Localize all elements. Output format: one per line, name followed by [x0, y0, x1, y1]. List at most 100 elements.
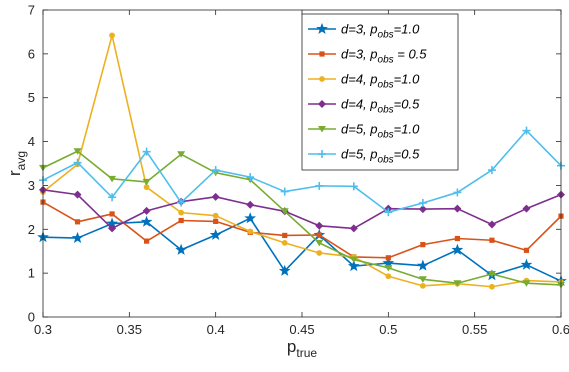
- data-point-0-9: [347, 259, 360, 272]
- series-line-5: [42, 129, 562, 213]
- data-point-5-4: [177, 198, 186, 207]
- data-point-1-7: [282, 232, 288, 239]
- data-point-5-12: [453, 188, 462, 197]
- data-point-5-9: [349, 182, 358, 191]
- data-point-5-1: [73, 158, 82, 167]
- series-line-1: [42, 201, 562, 259]
- data-point-1-8: [316, 232, 322, 238]
- data-point-2-2: [109, 32, 115, 39]
- x-tick-label-2: 0.4: [207, 322, 225, 337]
- data-point-0-3: [140, 215, 153, 227]
- y-tick-label-3: 3: [28, 178, 35, 193]
- x-axis-label: ptrue: [287, 337, 317, 360]
- data-point-1-12: [454, 235, 460, 242]
- data-point-3-2: [108, 224, 117, 233]
- series-3: [39, 185, 565, 233]
- data-point-4-7: [280, 208, 289, 215]
- data-point-3-1: [73, 190, 82, 199]
- legend-marker-4: [318, 126, 326, 133]
- data-point-1-13: [489, 237, 495, 243]
- x-axis-label-main: p: [287, 337, 296, 356]
- legend-entry-2: d=4, pobs=1.0: [308, 72, 420, 91]
- series-5: [39, 126, 565, 217]
- data-point-2-10: [385, 273, 392, 280]
- legend: d=3, pobs=1.0 d=3, pobs = 0.5 d=4, pobs=1.…: [301, 13, 459, 171]
- series-layer: [37, 32, 567, 290]
- y-axis-label-sub: avg: [14, 151, 28, 170]
- data-point-3-5: [211, 192, 220, 201]
- data-point-5-5: [211, 166, 220, 175]
- legend-label-1: d=3, pobs = 0.5: [341, 47, 427, 66]
- data-point-2-4: [178, 209, 185, 216]
- data-point-1-11: [420, 242, 426, 248]
- data-point-2-8: [316, 250, 323, 256]
- data-point-4-9: [349, 256, 358, 264]
- data-point-4-3: [142, 178, 151, 186]
- data-point-4-12: [453, 280, 462, 287]
- data-point-3-3: [142, 206, 151, 215]
- data-point-0-1: [71, 231, 84, 244]
- data-point-1-10: [385, 255, 391, 261]
- data-point-2-5: [212, 212, 219, 219]
- data-point-5-14: [522, 126, 531, 135]
- series-line-0: [42, 217, 562, 282]
- series-0: [37, 212, 567, 287]
- y-axis-label: ravg: [5, 151, 28, 176]
- data-point-1-3: [144, 238, 150, 244]
- data-point-2-6: [247, 228, 254, 235]
- y-tick-label-6: 6: [28, 46, 35, 61]
- data-point-5-8: [315, 181, 324, 190]
- data-point-3-8: [315, 221, 324, 230]
- data-point-0-11: [417, 259, 429, 271]
- data-point-5-7: [280, 187, 289, 196]
- data-point-0-14: [520, 258, 533, 270]
- data-point-3-14: [522, 204, 531, 213]
- x-tick-label-4: 0.5: [379, 322, 397, 337]
- data-point-3-11: [418, 205, 427, 214]
- legend-entry-5: d=5, pobs=0.5: [308, 147, 420, 166]
- data-point-3-9: [349, 224, 358, 233]
- data-point-1-14: [523, 247, 530, 253]
- legend-marker-3: [318, 100, 326, 108]
- data-point-1-5: [213, 218, 219, 224]
- x-tick-label-0: 0.3: [34, 322, 52, 337]
- legend-marker-2: [319, 76, 325, 82]
- legend-label-4: d=5, pobs=1.0: [341, 122, 420, 141]
- data-point-5-13: [487, 166, 496, 175]
- data-point-2-13: [489, 283, 495, 290]
- data-point-4-11: [418, 276, 427, 283]
- legend-marker-5: [318, 150, 326, 158]
- y-tick-label-5: 5: [28, 90, 35, 105]
- axes-layer: 0.3 0.35 0.4 0.45 0.5 0.55 0.6 0 1 2 3 4 5 6 7: [28, 3, 569, 338]
- data-point-2-7: [281, 239, 288, 246]
- y-axis-label-main: r: [5, 170, 24, 176]
- legend-entry-1: d=3, pobs = 0.5: [308, 47, 427, 66]
- data-point-4-8: [315, 239, 324, 247]
- legend-label-0: d=3, pobs=1.0: [341, 22, 420, 41]
- x-axis-label-sub: true: [296, 346, 317, 360]
- legend-entry-4: d=5, pobs=1.0: [308, 122, 420, 141]
- data-point-1-4: [178, 217, 184, 224]
- data-point-0-12: [451, 243, 464, 255]
- legend-marker-0: [316, 22, 328, 34]
- x-tick-label-3: 0.45: [289, 322, 314, 337]
- data-point-4-1: [73, 148, 82, 155]
- legend-entry-3: d=4, pobs=0.5: [308, 97, 420, 116]
- y-tick-label-7: 7: [28, 3, 35, 18]
- data-point-4-4: [177, 151, 186, 158]
- data-point-0-4: [175, 243, 187, 255]
- data-point-5-3: [142, 147, 151, 156]
- y-tick-label-0: 0: [28, 310, 35, 325]
- legend-label-3: d=4, pobs=0.5: [341, 97, 420, 116]
- data-point-4-13: [487, 271, 496, 278]
- data-point-5-11: [418, 198, 427, 207]
- data-point-4-10: [384, 264, 393, 272]
- series-line-3: [42, 189, 562, 230]
- data-point-1-1: [74, 219, 81, 225]
- legend-label-2: d=4, pobs=1.0: [341, 72, 420, 91]
- axis-labels: ptrue ravg: [5, 151, 317, 360]
- x-tick-label-1: 0.35: [117, 322, 142, 337]
- data-point-2-3: [143, 184, 150, 191]
- x-tick-label-6: 0.6: [552, 322, 569, 337]
- data-point-0-7: [278, 264, 291, 276]
